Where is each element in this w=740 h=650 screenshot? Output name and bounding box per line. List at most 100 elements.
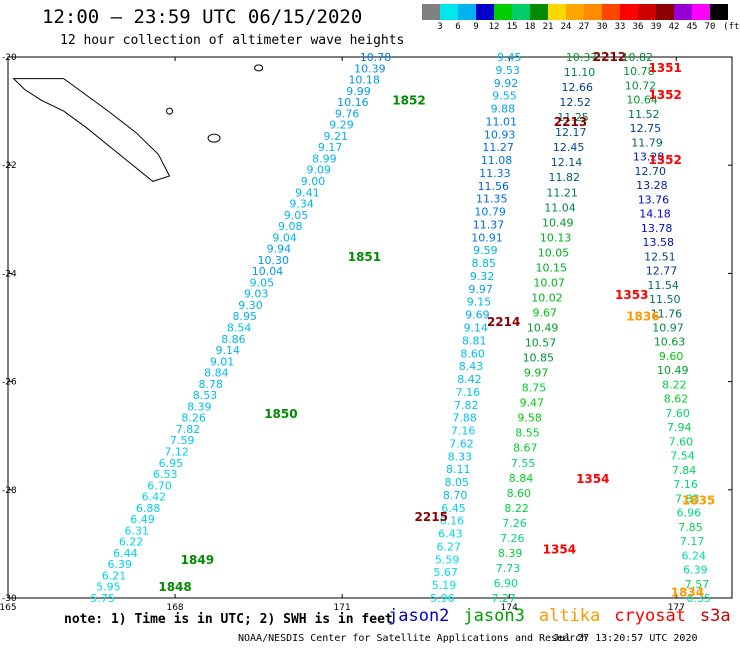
color-swatch: [656, 4, 674, 20]
color-scale-tick: 12: [488, 22, 500, 32]
wave-height-label: 8.60: [507, 487, 532, 500]
footnote: note: 1) Time is in UTC; 2) SWH is in fe…: [64, 612, 393, 627]
wave-height-label: 12.52: [559, 96, 591, 109]
wave-height-label: 9.03: [244, 288, 269, 301]
wave-height-label: 6.96: [677, 507, 702, 520]
wave-height-label: 8.54: [227, 322, 252, 335]
wave-height-label: 8.39: [187, 400, 212, 413]
wave-height-label: 5.96: [430, 592, 455, 605]
wave-height-label: 8.43: [459, 360, 484, 373]
wave-height-label: 8.26: [181, 412, 206, 425]
wave-height-label: 9.69: [465, 309, 490, 322]
wave-height-label: 5.95: [96, 581, 121, 594]
color-scale-unit: (ft): [723, 22, 740, 32]
wave-height-label: 11.52: [628, 108, 660, 121]
wave-height-label: 8.55: [515, 427, 540, 440]
wave-height-label: 7.12: [164, 445, 189, 458]
wave-height-label: 12.51: [644, 250, 676, 263]
wave-height-label: 7.62: [449, 437, 474, 450]
color-scale-tick: 39: [650, 22, 662, 32]
wave-height-label: 12.14: [551, 156, 583, 169]
wave-height-label: 10.39: [354, 62, 386, 75]
wave-height-label: 11.56: [478, 180, 510, 193]
wave-height-label: 9.34: [289, 198, 314, 211]
wave-height-label: 7.59: [170, 434, 195, 447]
color-scale-tick: 9: [473, 22, 479, 32]
wave-height-label: 10.15: [536, 261, 568, 274]
wave-height-label: 8.81: [462, 334, 487, 347]
wave-height-label: 10.82: [622, 51, 654, 64]
wave-height-label: 14.18: [639, 208, 671, 221]
wave-height-label: 7.26: [502, 517, 527, 530]
y-tick-label: -26: [2, 378, 17, 388]
wave-height-label: 11.33: [479, 167, 511, 180]
wave-height-label: 8.67: [513, 442, 538, 455]
wave-height-label: 9.97: [468, 283, 493, 296]
color-swatch: [620, 4, 638, 20]
wave-height-label: 9.59: [473, 244, 498, 257]
satellite-legend: jason2 jason3 altika cryosat s3a: [388, 606, 740, 626]
color-swatch: [512, 4, 530, 20]
wave-height-label: 8.05: [444, 476, 469, 489]
wave-height-label: 10.72: [625, 79, 657, 92]
wave-height-label: 5.19: [432, 579, 457, 592]
color-swatch: [422, 4, 440, 20]
color-scale-tick: 42: [668, 22, 680, 32]
wave-height-label: 7.60: [669, 435, 694, 448]
wave-height-label: 10.79: [474, 206, 506, 219]
y-tick-label: -20: [2, 53, 17, 63]
x-tick-label: 174: [501, 603, 518, 613]
wave-height-label: 9.41: [295, 186, 320, 199]
color-scale-tick: 36: [632, 22, 644, 32]
wave-height-label: 8.53: [193, 389, 218, 402]
wave-height-label: 7.27: [491, 592, 516, 605]
wave-height-label: 9.15: [467, 296, 492, 309]
pass-time-label: 1836: [626, 310, 659, 324]
color-swatch: [476, 4, 494, 20]
wave-height-label: 12.70: [634, 165, 666, 178]
wave-height-label: 6.90: [494, 577, 519, 590]
wave-height-label: 9.05: [284, 209, 309, 222]
wave-height-label: 10.49: [657, 364, 689, 377]
wave-height-label: 9.58: [517, 412, 542, 425]
x-tick-label: 168: [166, 603, 183, 613]
wave-height-label: 6.39: [107, 558, 132, 571]
wave-height-label: 9.05: [250, 276, 275, 289]
pass-time-label: 1848: [158, 580, 191, 594]
color-swatch: [494, 4, 512, 20]
wave-height-label: 10.78: [623, 65, 655, 78]
wave-height-label: 8.70: [443, 489, 468, 502]
wave-height-label: 11.50: [649, 293, 681, 306]
pass-time-label: 2213: [554, 115, 587, 129]
wave-height-label: 6.27: [437, 540, 462, 553]
wave-height-label: 9.04: [272, 231, 297, 244]
color-scale-tick: 27: [578, 22, 590, 32]
wave-height-label: 6.21: [102, 569, 127, 582]
wave-height-label: 8.75: [522, 382, 547, 395]
wave-height-label: 5.67: [433, 566, 458, 579]
wave-height-label: 9.92: [494, 77, 519, 90]
wave-height-label: 13.28: [633, 151, 665, 164]
wave-height-label: 7.82: [176, 423, 201, 436]
x-tick-label: 177: [668, 603, 685, 613]
wave-height-label: 7.88: [452, 412, 477, 425]
wave-height-label: 10.49: [527, 322, 559, 335]
color-scale-tick: 15: [506, 22, 518, 32]
wave-height-label: 7.83: [675, 492, 700, 505]
wave-height-label: 11.01: [486, 115, 518, 128]
x-tick-label: 165: [0, 603, 17, 613]
wave-height-label: 10.57: [525, 337, 557, 350]
wave-height-label: 8.78: [198, 378, 223, 391]
y-tick-label: -24: [2, 269, 17, 279]
wave-height-label: 9.99: [346, 85, 371, 98]
wave-height-label: 8.95: [233, 310, 258, 323]
wave-height-label: 6.42: [142, 491, 167, 504]
wave-height-label: 10.97: [652, 322, 684, 335]
pass-time-label: 2212: [593, 50, 626, 64]
wave-height-label: 11.08: [481, 154, 513, 167]
wave-height-label: 6.44: [113, 547, 138, 560]
color-scale-tick: 30: [596, 22, 608, 32]
island: [254, 64, 264, 72]
color-swatch: [584, 4, 602, 20]
wave-height-label: 9.53: [495, 64, 520, 77]
